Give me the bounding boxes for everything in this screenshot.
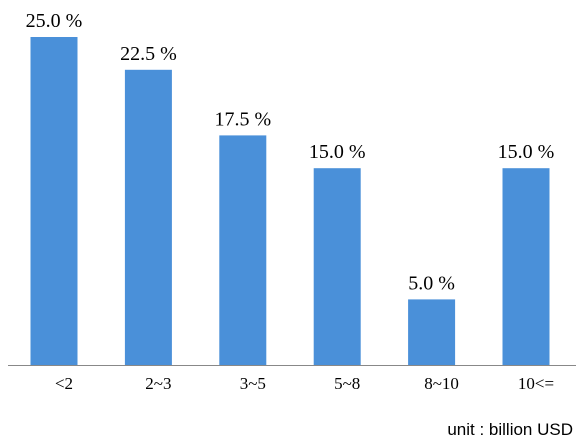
bar-1 (124, 69, 172, 366)
data-label-1: 22.5 % (120, 43, 177, 65)
data-label-0: 25.0 % (26, 10, 83, 32)
x-tick-label-5: 10<= (518, 374, 554, 393)
unit-note: unit : billion USD (447, 420, 573, 439)
x-tick-label-4: 8~10 (424, 374, 459, 393)
x-tick-label-1: 2~3 (145, 374, 171, 393)
x-tick-label-0: <2 (55, 374, 73, 393)
bar-2 (219, 135, 267, 365)
data-label-3: 15.0 % (309, 141, 366, 163)
data-label-2: 17.5 % (214, 108, 271, 130)
bar-5 (502, 168, 550, 365)
x-tick-label-3: 5~8 (334, 374, 360, 393)
bar-4 (408, 299, 456, 365)
bar-3 (313, 168, 361, 365)
x-tick-label-2: 3~5 (240, 374, 266, 393)
bar-0 (30, 37, 78, 365)
data-label-5: 15.0 % (498, 141, 555, 163)
data-label-4: 5.0 % (408, 272, 455, 294)
